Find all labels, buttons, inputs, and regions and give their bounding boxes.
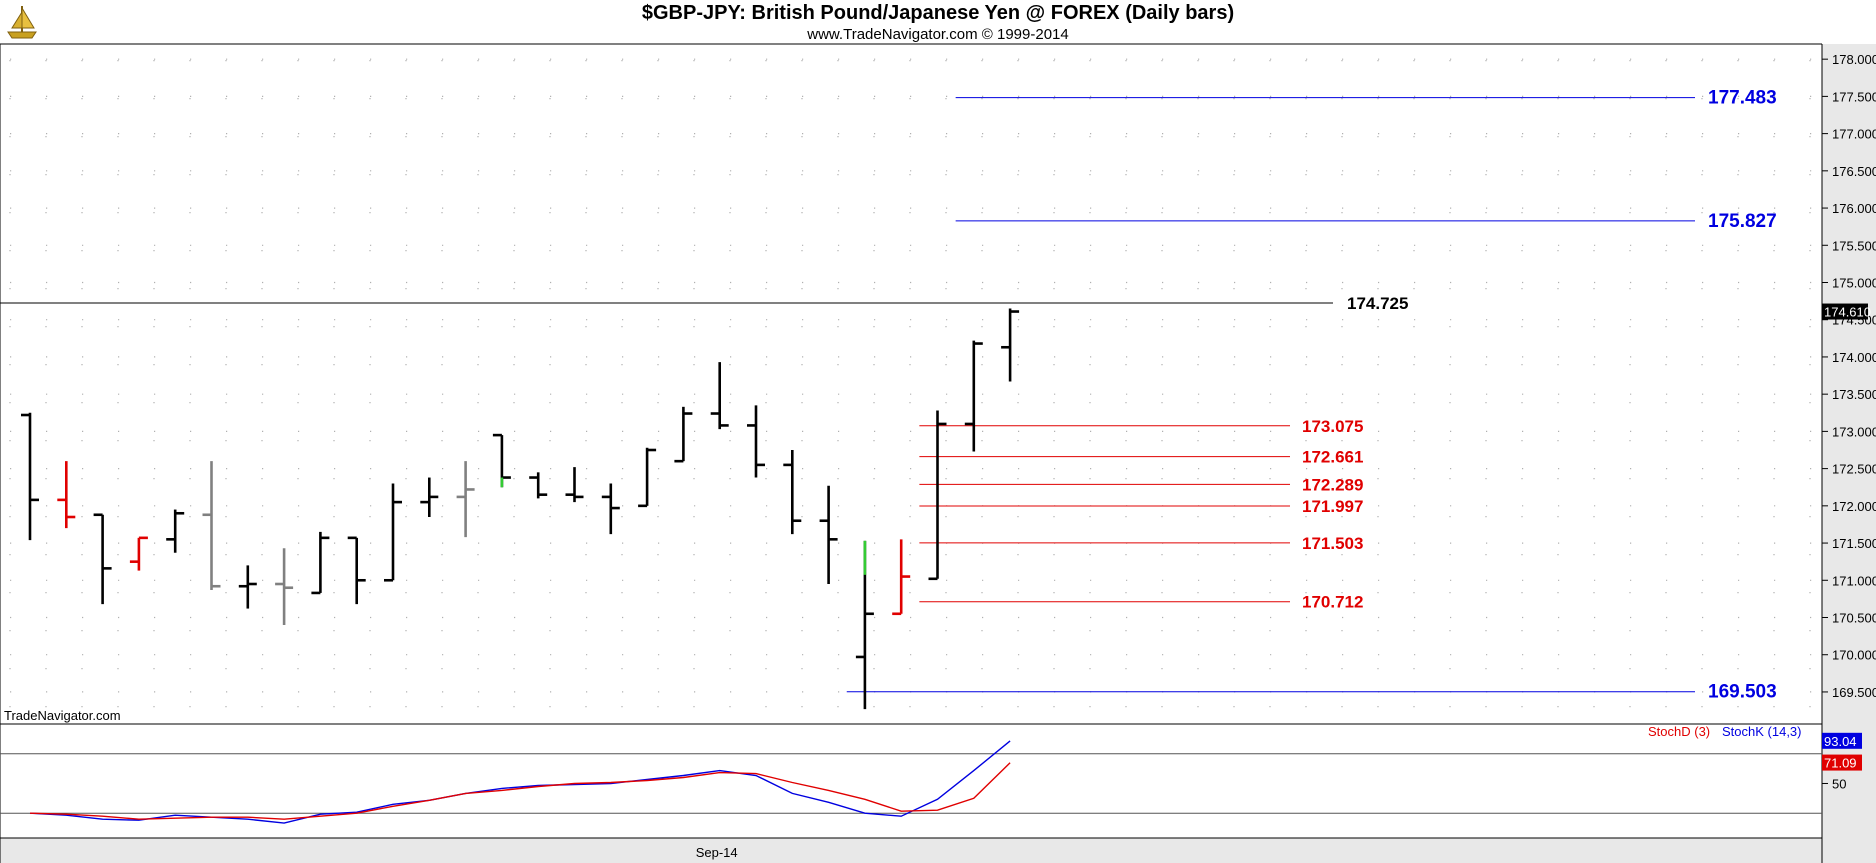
- level-label: 172.289: [1302, 475, 1363, 494]
- price-tick-label: 175.500: [1832, 238, 1876, 253]
- price-tick-label: 175.000: [1832, 276, 1876, 291]
- level-label: 170.712: [1302, 593, 1363, 612]
- stoch-last-badge: [1822, 732, 1862, 749]
- stoch-series-line: [29, 762, 1011, 820]
- level-lines: 177.483 175.827 174.725 173.075 172.661 172.2…: [0, 88, 1777, 703]
- watermark: TradeNavigator.com: [4, 708, 121, 723]
- stoch-last-badge: [1822, 754, 1862, 771]
- price-tick-label: 174.000: [1832, 350, 1876, 365]
- price-tick-label: 176.500: [1832, 164, 1876, 179]
- price-tick-label: 177.000: [1832, 127, 1876, 142]
- price-tick-label: 176.000: [1832, 201, 1876, 216]
- last-price-label: 174.610: [1824, 305, 1871, 320]
- level-label: 175.827: [1708, 211, 1777, 232]
- level-label: 177.483: [1708, 88, 1777, 109]
- grid-dot-pattern: [9, 58, 1812, 708]
- price-tick-label: 177.500: [1832, 89, 1876, 104]
- chart-subtitle: www.TradeNavigator.com © 1999-2014: [807, 26, 1069, 43]
- last-price-badge: [1822, 303, 1868, 320]
- level-label: 173.075: [1302, 417, 1363, 436]
- price-tick-label: 172.500: [1832, 462, 1876, 477]
- price-tick-label: 172.000: [1832, 499, 1876, 514]
- price-tick-label: 173.500: [1832, 387, 1876, 402]
- right-axis-panel: [1822, 44, 1876, 863]
- level-label: 174.725: [1347, 294, 1408, 313]
- stoch-series-line: [29, 740, 1011, 824]
- price-tick-label: 178.000: [1832, 52, 1876, 67]
- price-tick-label: 171.000: [1832, 573, 1876, 588]
- stoch-tick-label: 50: [1832, 776, 1846, 791]
- price-tick-label: 170.000: [1832, 648, 1876, 663]
- price-axis-ticks: 169.500 170.000 170.500 171.000 171.500 172.0…: [1822, 52, 1876, 700]
- level-label: 171.503: [1302, 534, 1363, 553]
- price-tick-label: 173.000: [1832, 424, 1876, 439]
- stoch-last-label: 71.09: [1824, 756, 1857, 771]
- stoch-last-label: 93.04: [1824, 734, 1857, 749]
- x-axis-label: Sep-14: [695, 845, 738, 860]
- legend-stoch-d: StochD (3): [1648, 724, 1711, 739]
- level-label: 171.997: [1302, 497, 1363, 516]
- grid-dots: [9, 58, 1812, 708]
- price-tick-label: 170.500: [1832, 611, 1876, 626]
- stochastic-pane: 50 93.04 71.09: [0, 732, 1862, 824]
- ship-sextant-icon: [7, 6, 37, 39]
- legend-stoch-k: StochK (14,3): [1722, 724, 1802, 739]
- price-tick-label: 169.500: [1832, 685, 1876, 700]
- level-label: 172.661: [1302, 448, 1363, 467]
- level-label: 169.503: [1708, 682, 1777, 703]
- price-tick-label: 171.500: [1832, 536, 1876, 551]
- time-axis-panel: [0, 838, 1822, 863]
- ohlc-bars: [21, 308, 1020, 710]
- chart-title: $GBP-JPY: British Pound/Japanese Yen @ F…: [641, 2, 1235, 24]
